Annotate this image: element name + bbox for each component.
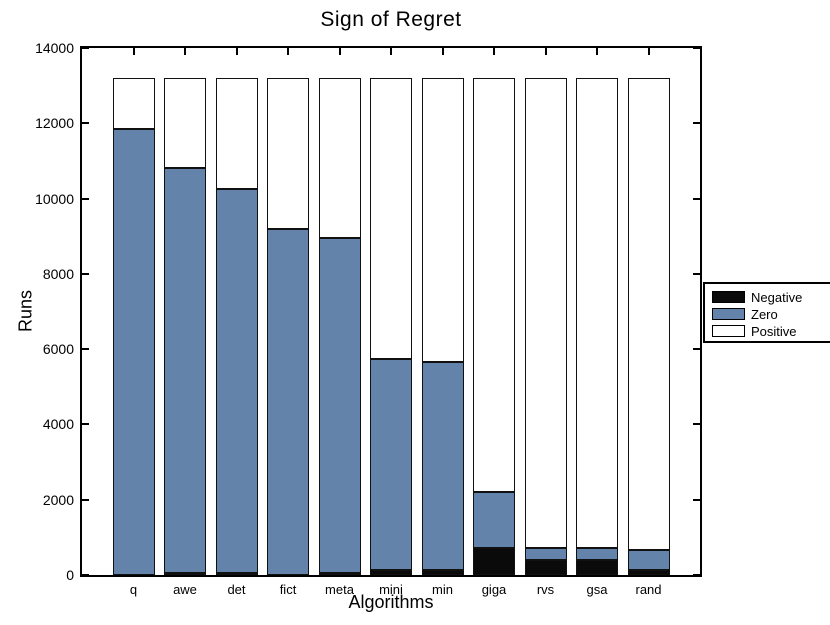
y-tick-label: 10000 bbox=[35, 190, 74, 207]
bar-segment-zero-meta bbox=[318, 238, 361, 573]
bar-segment-negative-giga bbox=[473, 547, 515, 575]
y-tick bbox=[82, 272, 89, 275]
x-tick bbox=[235, 48, 238, 55]
bar-segment-positive-min bbox=[421, 78, 464, 363]
x-tick-label: fict bbox=[279, 582, 297, 597]
legend-swatch-zero bbox=[712, 308, 745, 320]
x-tick-label: awe bbox=[173, 582, 197, 597]
legend-swatch-positive bbox=[712, 325, 745, 337]
bar-segment-positive-rand bbox=[627, 78, 670, 550]
x-tick-label: rvs bbox=[536, 582, 555, 597]
x-tick-label: giga bbox=[481, 582, 507, 597]
x-tick-label: min bbox=[432, 582, 453, 597]
x-tick bbox=[544, 48, 547, 55]
y-tick bbox=[82, 423, 89, 426]
bar-segment-zero-min bbox=[421, 362, 464, 570]
y-axis-label: Runs bbox=[15, 289, 36, 333]
y-tick bbox=[693, 272, 700, 275]
legend-label-negative: Negative bbox=[751, 289, 803, 305]
bar-segment-negative-det bbox=[215, 572, 258, 575]
legend-label-positive: Positive bbox=[751, 323, 797, 339]
bar-segment-negative-min bbox=[421, 569, 464, 575]
y-tick bbox=[693, 122, 700, 125]
bar-segment-zero-rvs bbox=[524, 547, 567, 560]
legend-label-zero: Zero bbox=[751, 306, 778, 322]
bar-segment-zero-giga bbox=[473, 492, 515, 548]
x-tick bbox=[596, 48, 598, 55]
x-tick bbox=[441, 48, 444, 55]
y-tick-label: 14000 bbox=[35, 40, 74, 56]
y-tick bbox=[82, 498, 89, 501]
bar-segment-zero-mini bbox=[370, 358, 412, 571]
y-tick-label: 0 bbox=[66, 567, 74, 583]
legend-item-negative: Negative bbox=[712, 289, 830, 305]
bar-segment-zero-fict bbox=[267, 228, 309, 575]
x-tick-label: meta bbox=[325, 582, 354, 597]
y-tick bbox=[693, 498, 700, 501]
bar-segment-negative-rvs bbox=[524, 559, 567, 575]
x-tick bbox=[132, 48, 135, 55]
legend: Negative Zero Positive bbox=[703, 282, 830, 343]
y-tick-label: 4000 bbox=[42, 416, 74, 433]
x-tick bbox=[390, 48, 392, 55]
bar-segment-negative-gsa bbox=[576, 559, 618, 575]
bar-segment-positive-mini bbox=[370, 78, 412, 359]
y-tick bbox=[693, 423, 700, 426]
x-tick-label: gsa bbox=[586, 582, 608, 597]
bar-segment-positive-det bbox=[215, 78, 258, 190]
bar-segment-zero-gsa bbox=[576, 548, 618, 560]
y-tick bbox=[82, 47, 89, 49]
legend-swatch-negative bbox=[712, 291, 745, 303]
bar-segment-positive-meta bbox=[318, 78, 361, 239]
y-tick-label: 8000 bbox=[42, 265, 74, 282]
bar-segment-positive-rvs bbox=[524, 78, 567, 548]
legend-item-positive: Positive bbox=[712, 323, 830, 339]
y-tick-label: 12000 bbox=[35, 115, 74, 132]
bar-segment-zero-rand bbox=[627, 549, 670, 571]
x-tick bbox=[338, 48, 341, 55]
bar-segment-zero-det bbox=[215, 189, 258, 573]
y-tick bbox=[82, 122, 89, 125]
x-tick bbox=[493, 48, 495, 55]
bar-segment-negative-awe bbox=[164, 572, 206, 575]
y-tick-label: 6000 bbox=[42, 341, 74, 358]
y-tick bbox=[82, 197, 89, 200]
bar-segment-zero-q bbox=[112, 128, 155, 575]
legend-item-zero: Zero bbox=[712, 306, 830, 322]
bar-segment-negative-mini bbox=[370, 570, 412, 575]
y-tick bbox=[82, 574, 89, 576]
plot-area bbox=[80, 46, 702, 577]
y-tick-label: 2000 bbox=[42, 491, 74, 508]
x-tick-label: rand bbox=[635, 582, 662, 597]
bar-segment-positive-giga bbox=[473, 78, 515, 493]
y-tick bbox=[693, 348, 700, 351]
chart-title: Sign of Regret bbox=[320, 8, 462, 31]
x-tick-label: det bbox=[227, 582, 246, 597]
bar-segment-positive-q bbox=[112, 78, 155, 129]
x-tick bbox=[647, 48, 650, 55]
y-tick bbox=[693, 197, 700, 200]
x-tick bbox=[287, 48, 289, 55]
bar-segment-negative-meta bbox=[318, 572, 361, 575]
bar-segment-negative-rand bbox=[627, 570, 670, 575]
y-tick bbox=[693, 574, 700, 576]
bar-segment-positive-fict bbox=[267, 78, 309, 229]
bar-segment-zero-awe bbox=[164, 168, 206, 573]
x-axis-label: Algorithms bbox=[348, 592, 434, 612]
x-tick bbox=[184, 48, 186, 55]
x-tick-label: q bbox=[129, 582, 138, 597]
bar-segment-positive-gsa bbox=[576, 78, 618, 549]
y-tick bbox=[82, 348, 89, 351]
bar-segment-positive-awe bbox=[164, 78, 206, 169]
y-tick bbox=[693, 47, 700, 49]
x-tick-label: mini bbox=[379, 582, 403, 597]
